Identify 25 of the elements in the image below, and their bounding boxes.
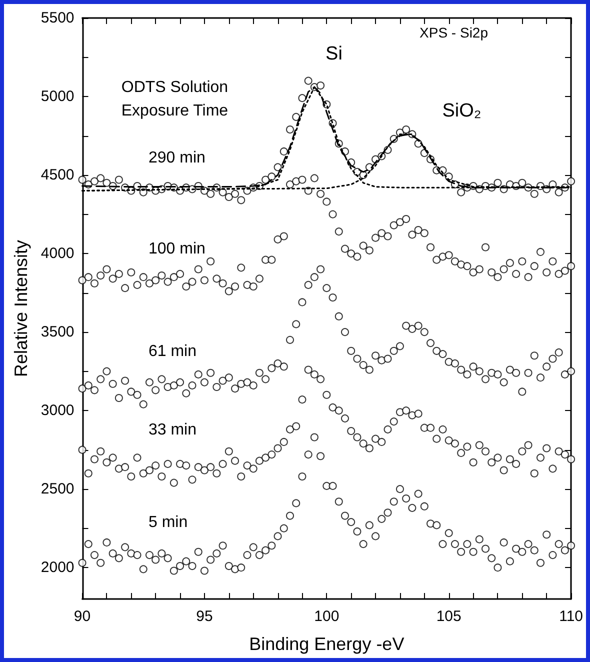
x-tick-label: 105 (436, 608, 462, 625)
x-tick-label: 90 (74, 608, 91, 625)
y-tick-label: 2500 (40, 480, 74, 498)
series-label: 61 min (148, 342, 197, 360)
y-axis-title: Relative Intensity (11, 240, 31, 378)
series-label: 290 min (148, 150, 206, 167)
x-tick-label: 95 (196, 608, 213, 625)
x-axis-title: Binding Energy -eV (249, 634, 404, 654)
series-label: 5 min (148, 514, 188, 531)
y-tick-label: 4000 (40, 245, 74, 262)
series-label: 100 min (148, 240, 206, 258)
x-tick-label: 110 (559, 608, 584, 625)
annotation: ODTS Solution (121, 79, 228, 96)
y-tick-label: 2000 (40, 559, 74, 576)
y-tick-label: 5000 (40, 88, 74, 106)
y-tick-label: 4500 (40, 166, 74, 184)
annotation: SiO₂ (442, 100, 482, 122)
annotation: XPS - Si2p (420, 24, 488, 41)
y-tick-label: 5500 (40, 10, 74, 26)
x-tick-label: 100 (314, 608, 340, 625)
y-tick-label: 3500 (40, 324, 74, 341)
series-label: 33 min (148, 421, 197, 438)
y-tick-label: 3000 (40, 402, 74, 420)
annotation: Exposure Time (121, 102, 228, 120)
annotation: Si (326, 43, 342, 64)
